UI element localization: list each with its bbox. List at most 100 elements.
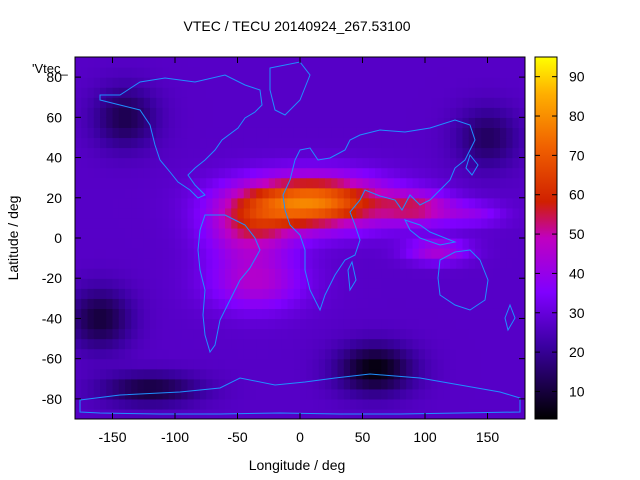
heatmap-cell — [475, 388, 482, 400]
heatmap-cell — [300, 217, 307, 229]
heatmap-cell — [268, 97, 276, 108]
heatmap-cell — [431, 117, 439, 128]
heatmap-cell — [431, 187, 439, 199]
heatmap-cell — [125, 197, 132, 209]
heatmap-cell — [218, 398, 226, 410]
heatmap-cell — [287, 318, 295, 330]
heatmap-cell — [293, 107, 301, 118]
heatmap-cell — [337, 117, 345, 128]
heatmap-cell — [506, 318, 514, 330]
heatmap-cell — [450, 358, 457, 370]
heatmap-cell — [518, 308, 525, 320]
x-tick-label: 50 — [355, 429, 371, 445]
heatmap-cell — [143, 298, 151, 309]
heatmap-cell — [368, 107, 376, 118]
heatmap-cell — [375, 338, 382, 350]
heatmap-cell — [181, 157, 189, 169]
heatmap-cell — [87, 298, 95, 309]
heatmap-cell — [312, 358, 320, 370]
heatmap-cell — [318, 127, 326, 139]
heatmap-cell — [487, 57, 495, 68]
heatmap-cell — [512, 278, 520, 289]
heatmap-cell — [125, 338, 132, 350]
heatmap-cell — [412, 338, 420, 350]
heatmap-cell — [193, 318, 201, 330]
heatmap-cell — [137, 77, 145, 88]
heatmap-cell — [381, 388, 389, 400]
heatmap-cell — [481, 398, 489, 410]
heatmap-cell — [293, 197, 301, 209]
heatmap-cell — [125, 308, 132, 320]
heatmap-cell — [100, 248, 107, 259]
heatmap-cell — [306, 258, 314, 269]
heatmap-cell — [206, 318, 214, 330]
heatmap-cell — [218, 217, 226, 229]
heatmap-cell — [375, 87, 382, 98]
heatmap-cell — [175, 147, 182, 159]
heatmap-cell — [218, 67, 226, 78]
heatmap-cell — [437, 157, 445, 169]
heatmap-cell — [343, 298, 351, 309]
heatmap-cell — [425, 67, 432, 78]
heatmap-cell — [287, 338, 295, 350]
heatmap-cell — [437, 97, 445, 108]
heatmap-cell — [368, 298, 376, 309]
heatmap-cell — [112, 348, 120, 360]
chart-title: VTEC / TECU 20140924_267.53100 — [183, 18, 410, 34]
heatmap-cell — [356, 217, 364, 229]
heatmap-cell — [287, 258, 295, 269]
heatmap-cell — [281, 107, 289, 118]
heatmap-cell — [512, 147, 520, 159]
heatmap-cell — [518, 338, 525, 350]
heatmap-cell — [431, 358, 439, 370]
heatmap-cell — [193, 358, 201, 370]
heatmap-cell — [293, 157, 301, 169]
heatmap-cell — [118, 308, 126, 320]
heatmap-cell — [500, 238, 507, 249]
heatmap-cell — [181, 227, 189, 239]
heatmap-cell — [387, 248, 395, 259]
heatmap-cell — [318, 268, 326, 279]
heatmap-cell — [212, 67, 220, 78]
heatmap-cell — [381, 97, 389, 108]
heatmap-cell — [300, 187, 307, 199]
heatmap-cell — [331, 308, 339, 320]
heatmap-cell — [481, 238, 489, 249]
heatmap-cell — [156, 378, 164, 390]
heatmap-cell — [168, 388, 176, 400]
heatmap-cell — [187, 137, 195, 149]
heatmap-cell — [125, 57, 132, 68]
heatmap-cell — [106, 147, 114, 159]
heatmap-cell — [437, 408, 445, 419]
heatmap-cell — [343, 378, 351, 390]
heatmap-cell — [100, 378, 107, 390]
heatmap-cell — [231, 308, 239, 320]
heatmap-cell — [450, 388, 457, 400]
heatmap-cell — [243, 358, 251, 370]
heatmap-cell — [456, 358, 464, 370]
heatmap-cell — [93, 97, 101, 108]
heatmap-cell — [425, 358, 432, 370]
heatmap-cell — [106, 87, 114, 98]
heatmap-cell — [150, 217, 157, 229]
heatmap-cell — [493, 187, 501, 199]
heatmap-cell — [293, 368, 301, 380]
heatmap-cell — [412, 358, 420, 370]
heatmap-cell — [418, 187, 426, 199]
coastline-antarctica — [79, 373, 521, 415]
heatmap-cell — [418, 338, 426, 350]
heatmap-cell — [350, 248, 357, 259]
heatmap-cell — [118, 298, 126, 309]
heatmap-cell — [287, 388, 295, 400]
heatmap-cell — [381, 157, 389, 169]
heatmap-cell — [193, 157, 201, 169]
heatmap-cell — [462, 107, 470, 118]
heatmap-cell — [375, 97, 382, 108]
heatmap-cell — [81, 328, 89, 340]
heatmap-cell — [93, 147, 101, 159]
heatmap-cell — [150, 388, 157, 400]
heatmap-cell — [156, 298, 164, 309]
heatmap-cell — [168, 107, 176, 118]
heatmap-cell — [100, 77, 107, 88]
heatmap-cell — [268, 67, 276, 78]
